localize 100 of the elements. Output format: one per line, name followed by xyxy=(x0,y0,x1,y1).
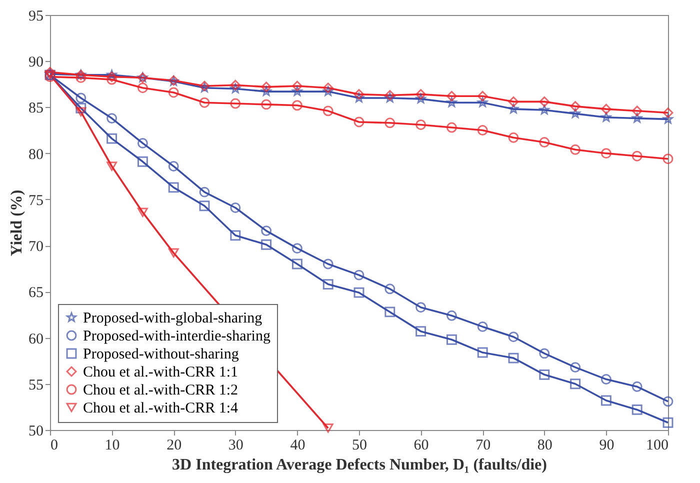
point xyxy=(292,100,302,111)
point xyxy=(632,150,642,162)
point xyxy=(76,107,86,116)
point xyxy=(322,106,334,116)
x-tick-label: 10 xyxy=(104,438,120,454)
point xyxy=(539,137,550,148)
point xyxy=(230,80,241,90)
y-tick-label: 85 xyxy=(28,100,44,117)
y-tick-label: 55 xyxy=(28,377,44,394)
point xyxy=(446,122,457,133)
point xyxy=(384,306,396,318)
point xyxy=(230,98,241,109)
point xyxy=(632,106,642,116)
point xyxy=(199,97,210,108)
legend-label: Chou et al.-with-CRR 1:2 xyxy=(83,382,238,398)
point xyxy=(632,113,642,123)
point xyxy=(168,87,179,98)
point xyxy=(354,92,364,102)
point xyxy=(416,302,426,313)
x-tick-label: 30 xyxy=(228,438,244,454)
point xyxy=(106,74,118,85)
point xyxy=(632,404,642,415)
point xyxy=(323,86,334,96)
point xyxy=(662,417,674,428)
point xyxy=(354,287,364,298)
y-tick-label: 90 xyxy=(28,54,44,71)
point xyxy=(354,89,364,100)
point xyxy=(106,162,118,171)
point xyxy=(384,92,395,102)
point xyxy=(570,101,581,112)
point xyxy=(601,112,612,122)
y-tick-label: 70 xyxy=(28,239,44,256)
y-tick-label: 65 xyxy=(28,285,44,302)
y-axis-title: Yield (%) xyxy=(8,190,26,256)
point xyxy=(600,148,612,159)
point xyxy=(508,104,519,114)
point xyxy=(477,90,488,102)
point xyxy=(76,102,86,114)
point xyxy=(292,80,302,92)
point xyxy=(446,90,457,102)
point xyxy=(600,104,612,114)
legend-label: Proposed-with-interdie-sharing xyxy=(83,328,271,344)
point xyxy=(137,156,148,167)
point xyxy=(199,200,210,212)
legend-label: Chou et al.-with-CRR 1:4 xyxy=(83,400,238,416)
point xyxy=(446,97,457,107)
point xyxy=(137,208,148,217)
point xyxy=(292,243,302,254)
point xyxy=(662,154,674,164)
y-tick-label: 95 xyxy=(28,8,44,24)
point xyxy=(261,82,272,92)
point xyxy=(230,84,240,94)
point xyxy=(662,114,674,124)
point xyxy=(477,322,488,332)
point xyxy=(261,226,272,236)
x-tick-label: 60 xyxy=(414,438,429,454)
point xyxy=(570,378,581,390)
y-tick-label: 80 xyxy=(28,146,44,163)
point xyxy=(539,369,550,380)
x-tick-label: 50 xyxy=(352,438,367,454)
x-axis-title: 3D Integration Average Defects Number, D₁ (faults/die) xyxy=(172,456,547,474)
x-tick-label: 80 xyxy=(537,438,552,454)
point xyxy=(106,72,118,82)
x-tick-label: 20 xyxy=(166,438,182,454)
point xyxy=(539,104,550,114)
point xyxy=(230,230,241,241)
point xyxy=(106,133,118,144)
point xyxy=(354,116,364,128)
y-tick-label: 75 xyxy=(28,192,44,209)
point xyxy=(76,92,86,104)
point xyxy=(137,82,148,94)
point xyxy=(632,381,642,392)
point xyxy=(322,424,334,433)
point xyxy=(446,334,457,345)
legend-label: Proposed-with-global-sharing xyxy=(83,310,263,326)
point xyxy=(199,186,210,198)
point xyxy=(384,284,396,294)
point xyxy=(508,332,519,342)
point xyxy=(539,96,550,107)
point xyxy=(261,86,272,96)
x-tick-label: 90 xyxy=(599,438,614,454)
point xyxy=(354,270,364,280)
point xyxy=(477,125,488,136)
y-tick-label: 50 xyxy=(28,424,44,440)
point xyxy=(168,248,179,258)
point xyxy=(416,326,426,337)
point xyxy=(600,395,612,406)
point xyxy=(322,258,334,270)
legend-label: Chou et al.-with-CRR 1:1 xyxy=(83,364,238,380)
point xyxy=(292,86,302,96)
point xyxy=(322,279,334,290)
point xyxy=(261,239,272,250)
point xyxy=(106,113,118,124)
point xyxy=(384,90,396,100)
point xyxy=(570,144,581,155)
point xyxy=(477,347,488,358)
point xyxy=(446,310,457,321)
point xyxy=(384,118,396,128)
point xyxy=(539,348,550,359)
point xyxy=(230,202,241,213)
